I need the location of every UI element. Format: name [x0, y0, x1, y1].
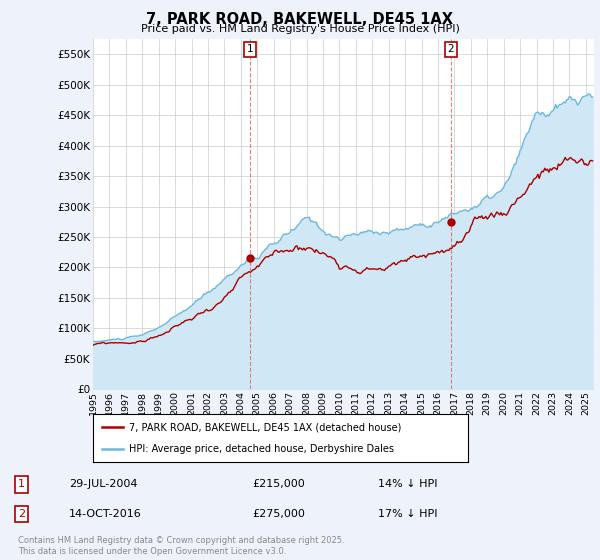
Text: 14-OCT-2016: 14-OCT-2016	[69, 509, 142, 519]
Text: 2: 2	[18, 509, 25, 519]
Text: Contains HM Land Registry data © Crown copyright and database right 2025.
This d: Contains HM Land Registry data © Crown c…	[18, 536, 344, 556]
Text: 29-JUL-2004: 29-JUL-2004	[69, 479, 137, 489]
Text: Price paid vs. HM Land Registry's House Price Index (HPI): Price paid vs. HM Land Registry's House …	[140, 24, 460, 34]
Text: 14% ↓ HPI: 14% ↓ HPI	[378, 479, 437, 489]
Text: 7, PARK ROAD, BAKEWELL, DE45 1AX: 7, PARK ROAD, BAKEWELL, DE45 1AX	[146, 12, 454, 27]
Text: 2: 2	[448, 44, 454, 54]
Text: 1: 1	[18, 479, 25, 489]
Text: £275,000: £275,000	[252, 509, 305, 519]
Text: 17% ↓ HPI: 17% ↓ HPI	[378, 509, 437, 519]
Text: HPI: Average price, detached house, Derbyshire Dales: HPI: Average price, detached house, Derb…	[128, 444, 394, 454]
Text: 1: 1	[247, 44, 254, 54]
Text: 7, PARK ROAD, BAKEWELL, DE45 1AX (detached house): 7, PARK ROAD, BAKEWELL, DE45 1AX (detach…	[128, 422, 401, 432]
Text: £215,000: £215,000	[252, 479, 305, 489]
